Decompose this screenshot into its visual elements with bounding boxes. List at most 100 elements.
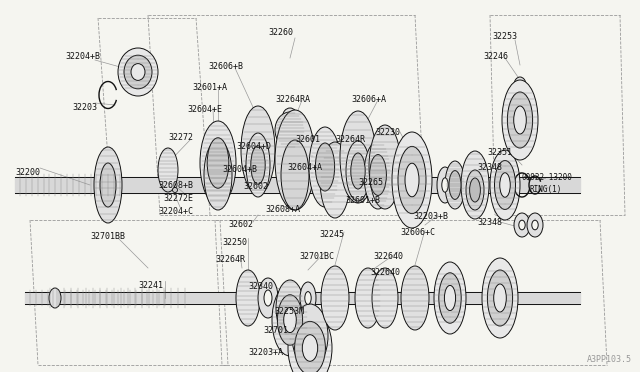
Ellipse shape [512,90,528,110]
Text: 32204+B: 32204+B [65,52,100,61]
Ellipse shape [246,133,270,197]
Ellipse shape [302,335,317,361]
Ellipse shape [527,213,543,237]
Text: 32260: 32260 [268,28,293,37]
Ellipse shape [288,310,332,372]
Text: 32264R: 32264R [215,255,245,264]
Ellipse shape [321,266,349,330]
Ellipse shape [173,187,177,192]
Ellipse shape [200,121,236,205]
Text: 32253: 32253 [492,32,517,41]
Text: 32351: 32351 [487,148,512,157]
Text: 32340: 32340 [248,282,273,291]
Ellipse shape [437,167,453,203]
Ellipse shape [514,213,530,237]
Ellipse shape [264,290,272,306]
Ellipse shape [502,80,538,160]
Text: 32272: 32272 [168,133,193,142]
Text: 32701: 32701 [263,326,288,335]
Ellipse shape [370,155,387,195]
Text: 32265: 32265 [358,178,383,187]
Text: 32604+A: 32604+A [287,163,322,172]
Text: 32601+A: 32601+A [192,83,227,92]
Ellipse shape [434,262,466,334]
Ellipse shape [364,141,392,209]
Ellipse shape [519,220,525,230]
Text: 32348: 32348 [477,218,502,227]
Ellipse shape [158,148,178,192]
Ellipse shape [294,321,325,372]
Text: 32606+A: 32606+A [351,95,386,104]
Text: 32264R: 32264R [335,135,365,144]
Ellipse shape [292,304,328,368]
Ellipse shape [305,292,311,304]
Ellipse shape [461,151,489,219]
Ellipse shape [500,173,510,197]
Ellipse shape [276,280,304,336]
Ellipse shape [204,140,232,210]
Ellipse shape [49,288,61,308]
Ellipse shape [241,106,275,194]
Ellipse shape [236,270,260,326]
Ellipse shape [392,132,432,228]
Ellipse shape [493,284,506,312]
Ellipse shape [514,77,526,93]
Ellipse shape [320,142,350,218]
Ellipse shape [275,110,315,210]
Text: 322640: 322640 [373,252,403,261]
Text: 32245: 32245 [319,230,344,239]
Text: 32204+C: 32204+C [158,207,193,216]
Ellipse shape [405,163,419,197]
Ellipse shape [100,163,116,207]
Ellipse shape [277,295,303,345]
Ellipse shape [490,150,520,220]
Ellipse shape [309,127,341,207]
Ellipse shape [495,160,515,209]
Text: A3PP103.5: A3PP103.5 [587,355,632,364]
Text: 32602: 32602 [243,182,268,191]
Text: 32602: 32602 [228,220,253,229]
Ellipse shape [124,55,152,89]
Text: 32601+B: 32601+B [345,196,380,205]
Text: 32253M: 32253M [274,307,304,316]
Ellipse shape [449,171,461,199]
Text: 32701BB: 32701BB [90,232,125,241]
Ellipse shape [372,268,398,328]
Ellipse shape [351,153,365,189]
Ellipse shape [275,112,305,148]
Ellipse shape [369,125,401,209]
Ellipse shape [282,108,298,126]
Ellipse shape [355,268,381,328]
Ellipse shape [398,147,426,214]
Ellipse shape [207,138,229,188]
Text: 32264RA: 32264RA [275,95,310,104]
Text: 32608+A: 32608+A [265,205,300,214]
Text: 32230: 32230 [375,128,400,137]
Ellipse shape [439,273,461,323]
Ellipse shape [118,48,158,96]
Ellipse shape [258,278,278,318]
Text: 00922-13200: 00922-13200 [522,173,573,182]
Text: 32203+A: 32203+A [248,348,283,357]
Text: 32348: 32348 [477,163,502,172]
Ellipse shape [482,258,518,338]
Ellipse shape [442,178,448,192]
Text: 32604+E: 32604+E [187,105,222,114]
Text: 32272E: 32272E [163,194,193,203]
Text: 32608+B: 32608+B [158,181,193,190]
Text: 32606+C: 32606+C [400,228,435,237]
Ellipse shape [470,178,481,202]
Ellipse shape [272,284,308,356]
Ellipse shape [508,92,532,148]
Text: 32604+B: 32604+B [222,165,257,174]
Text: 32241: 32241 [138,281,163,290]
Text: 32604+D: 32604+D [236,142,271,151]
Ellipse shape [444,285,456,311]
Text: 32203+B: 32203+B [413,212,448,221]
Ellipse shape [316,143,335,191]
Text: 32200: 32200 [15,168,40,177]
Ellipse shape [488,270,513,326]
Ellipse shape [532,220,538,230]
Text: 322640: 322640 [370,268,400,277]
Text: 32246: 32246 [483,52,508,61]
